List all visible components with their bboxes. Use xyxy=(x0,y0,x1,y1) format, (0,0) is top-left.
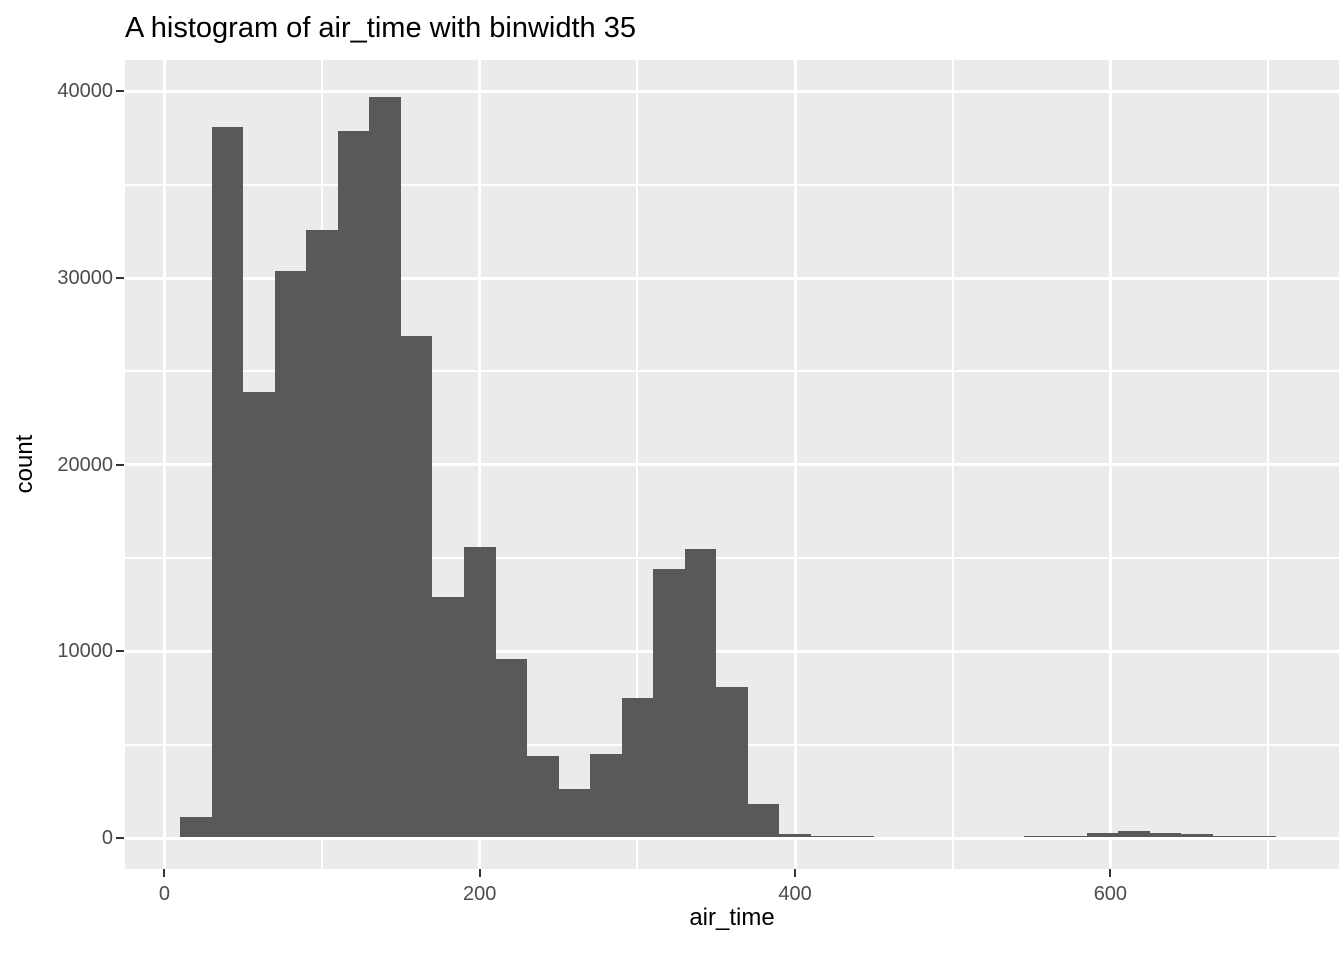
plot-title: A histogram of air_time with binwidth 35 xyxy=(125,12,636,44)
y-major-gridline xyxy=(125,89,1339,93)
y-minor-gridline xyxy=(125,557,1339,559)
y-tick-label: 0 xyxy=(101,826,113,849)
histogram-bar xyxy=(1181,834,1213,837)
zero-gridline xyxy=(125,836,1339,840)
x-tick-mark xyxy=(794,869,797,877)
x-tick-label: 400 xyxy=(778,883,812,905)
histogram-bar xyxy=(1149,832,1182,837)
y-tick-mark xyxy=(116,463,124,466)
plot-panel xyxy=(125,60,1339,869)
histogram-bar xyxy=(180,817,212,837)
histogram-bar xyxy=(495,658,528,837)
x-tick-mark xyxy=(163,869,166,877)
y-tick-label: 10000 xyxy=(57,640,113,663)
y-axis-title: count xyxy=(11,434,38,494)
y-major-gridline xyxy=(125,276,1339,280)
y-tick-mark xyxy=(116,90,124,93)
histogram-bar xyxy=(1244,835,1276,837)
x-tick-mark xyxy=(1109,869,1112,877)
histogram-bar xyxy=(1086,832,1119,837)
histogram-bar xyxy=(400,335,433,837)
histogram-bar xyxy=(274,270,307,837)
y-tick-label: 40000 xyxy=(57,80,113,103)
histogram-bar xyxy=(211,126,244,837)
histogram-bar xyxy=(1055,835,1087,837)
histogram-bar xyxy=(653,569,685,837)
histogram-bar xyxy=(306,229,338,837)
x-tick-mark xyxy=(478,869,481,877)
histogram-bar xyxy=(558,789,591,837)
x-tick-label: 0 xyxy=(158,883,170,905)
histogram-bar xyxy=(1118,830,1150,837)
histogram-bar xyxy=(1212,835,1245,837)
y-tick-label: 30000 xyxy=(57,267,113,290)
histogram-bar xyxy=(527,755,559,837)
x-tick-label: 200 xyxy=(463,883,497,905)
y-tick-label: 20000 xyxy=(57,453,113,476)
x-axis-title: air_time xyxy=(689,904,775,931)
histogram-bar xyxy=(590,753,622,837)
histogram-bar xyxy=(369,97,401,837)
histogram-bar xyxy=(463,546,496,837)
y-major-gridline xyxy=(125,649,1339,653)
histogram-bar xyxy=(432,597,464,837)
y-major-gridline xyxy=(125,463,1339,467)
y-minor-gridline xyxy=(125,183,1339,186)
y-minor-gridline xyxy=(125,370,1339,373)
histogram-bar xyxy=(243,391,275,837)
y-tick-mark xyxy=(116,836,124,839)
histogram-bar xyxy=(842,835,874,837)
histogram-bar xyxy=(779,834,811,837)
histogram-bar xyxy=(810,835,843,837)
x-tick-label: 600 xyxy=(1093,883,1128,905)
histogram-bar xyxy=(684,548,717,837)
histogram-bar xyxy=(716,686,748,837)
histogram-bar xyxy=(1023,835,1056,837)
y-tick-mark xyxy=(116,650,124,653)
histogram-bar xyxy=(621,697,654,837)
histogram-bar xyxy=(747,804,780,837)
y-tick-mark xyxy=(116,277,124,280)
histogram-bar xyxy=(337,130,370,837)
